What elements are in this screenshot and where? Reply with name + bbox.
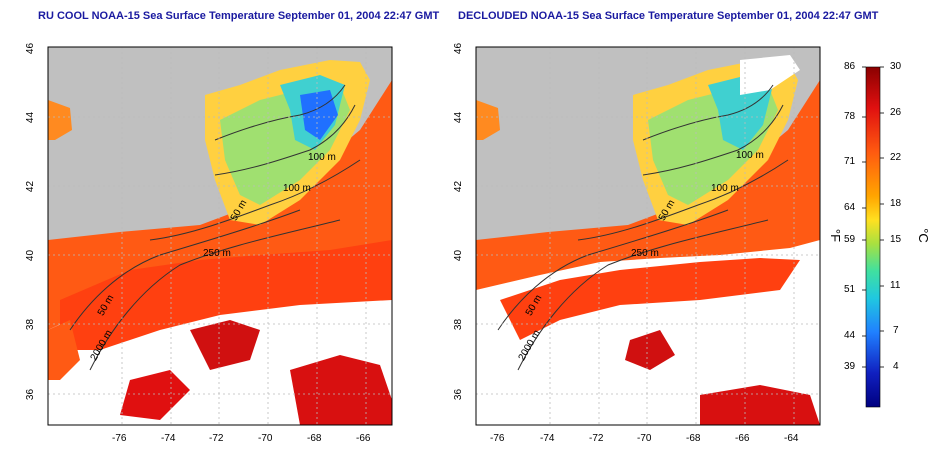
colorbar-c-tick: 30 [890, 61, 901, 72]
colorbar-f-tick: 44 [844, 330, 855, 341]
colorbar-f-tick: 51 [844, 284, 855, 295]
left-x-tick: -66 [356, 433, 370, 444]
colorbar-c-tick: 22 [890, 152, 901, 163]
right-x-tick: -66 [735, 433, 749, 444]
right-x-tick: -64 [784, 433, 798, 444]
colorbar-celsius-label: °C [916, 228, 931, 243]
colorbar-c-tick: 15 [890, 234, 901, 245]
right-y-tick: 38 [453, 319, 464, 330]
contour-label: 250 m [631, 248, 659, 259]
left-x-tick: -72 [209, 433, 223, 444]
right-x-tick: -72 [589, 433, 603, 444]
colorbar-f-tick: 78 [844, 111, 855, 122]
left-y-tick: 44 [25, 112, 36, 123]
right-x-tick: -74 [540, 433, 554, 444]
colorbar-f-tick: 39 [844, 361, 855, 372]
colorbar-f-tick: 71 [844, 156, 855, 167]
right-y-tick: 42 [453, 181, 464, 192]
left-x-tick: -68 [307, 433, 321, 444]
left-x-tick: -76 [112, 433, 126, 444]
left-y-tick: 46 [25, 43, 36, 54]
contour-label: 100 m [308, 152, 336, 163]
right-y-tick: 40 [453, 250, 464, 261]
right-sst-map [476, 47, 820, 425]
left-y-tick: 42 [25, 181, 36, 192]
right-x-tick: -70 [637, 433, 651, 444]
left-y-tick: 40 [25, 250, 36, 261]
right-x-tick: -68 [686, 433, 700, 444]
left-y-tick: 38 [25, 319, 36, 330]
colorbar-c-tick: 26 [890, 107, 901, 118]
contour-label: 100 m [283, 183, 311, 194]
colorbar-c-tick: 7 [893, 325, 899, 336]
temperature-colorbar [866, 67, 880, 407]
colorbar-fahrenheit-label: °F [828, 229, 843, 242]
right-y-tick: 36 [453, 389, 464, 400]
colorbar-f-tick: 64 [844, 202, 855, 213]
colorbar-c-tick: 11 [890, 280, 900, 291]
contour-label: 250 m [203, 248, 231, 259]
colorbar-f-tick: 86 [844, 61, 855, 72]
contour-label: 100 m [736, 150, 764, 161]
right-y-tick: 44 [453, 112, 464, 123]
colorbar-c-tick: 18 [890, 198, 901, 209]
colorbar-c-tick: 4 [893, 361, 899, 372]
contour-label: 100 m [711, 183, 739, 194]
right-x-tick: -76 [490, 433, 504, 444]
left-sst-map [48, 47, 392, 425]
left-x-tick: -74 [161, 433, 175, 444]
colorbar-f-tick: 59 [844, 234, 855, 245]
right-y-tick: 46 [453, 43, 464, 54]
left-x-tick: -70 [258, 433, 272, 444]
left-y-tick: 36 [25, 389, 36, 400]
